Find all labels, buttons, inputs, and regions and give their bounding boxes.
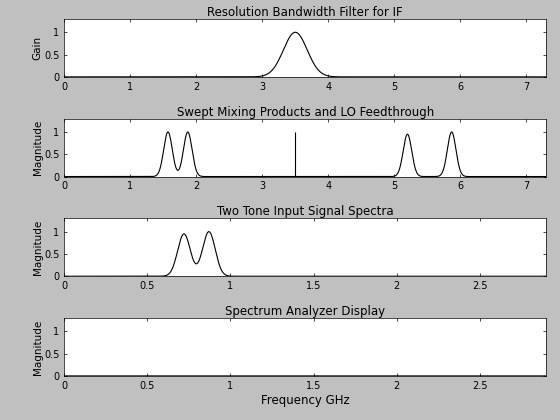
Y-axis label: Magnitude: Magnitude xyxy=(33,120,43,175)
Title: Swept Mixing Products and LO Feedthrough: Swept Mixing Products and LO Feedthrough xyxy=(176,106,434,119)
Title: Two Tone Input Signal Spectra: Two Tone Input Signal Spectra xyxy=(217,205,394,218)
Title: Spectrum Analyzer Display: Spectrum Analyzer Display xyxy=(225,305,385,318)
X-axis label: Frequency GHz: Frequency GHz xyxy=(261,394,349,407)
Y-axis label: Magnitude: Magnitude xyxy=(33,319,43,375)
Title: Resolution Bandwidth Filter for IF: Resolution Bandwidth Filter for IF xyxy=(207,6,403,19)
Y-axis label: Magnitude: Magnitude xyxy=(33,220,43,275)
Y-axis label: Gain: Gain xyxy=(33,36,43,60)
